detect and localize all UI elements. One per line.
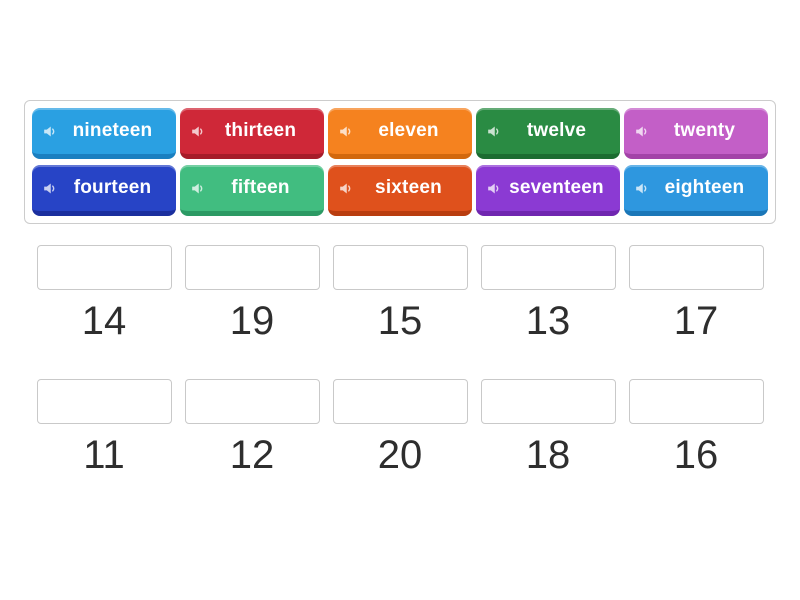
drop-slot-13[interactable]: [480, 245, 616, 290]
drop-slot-12[interactable]: [184, 379, 320, 424]
speaker-icon: [488, 183, 499, 193]
match-cell: 17: [622, 245, 770, 345]
target-number: 13: [525, 299, 571, 343]
speaker-icon: [44, 183, 55, 193]
drop-slot-17[interactable]: [628, 245, 764, 290]
word-tile-fourteen[interactable]: fourteen: [32, 165, 176, 216]
word-tile-sixteen[interactable]: sixteen: [328, 165, 472, 216]
speaker-icon: [340, 183, 351, 193]
drop-slot-15[interactable]: [332, 245, 468, 290]
target-number: 17: [673, 299, 719, 343]
drop-slot-16[interactable]: [628, 379, 764, 424]
target-number: 19: [229, 299, 275, 343]
target-number: 15: [377, 299, 423, 343]
word-tile-seventeen[interactable]: seventeen: [476, 165, 620, 216]
target-number: 12: [229, 433, 275, 477]
target-number: 20: [377, 433, 423, 477]
word-tile-label: fifteen: [231, 177, 290, 198]
word-tile-fifteen[interactable]: fifteen: [180, 165, 324, 216]
speaker-icon: [192, 183, 203, 193]
match-cell: 15: [326, 245, 474, 345]
target-number: 11: [83, 433, 125, 477]
speaker-icon: [488, 126, 499, 136]
match-cell: 14: [30, 245, 178, 345]
word-tile-label: nineteen: [72, 120, 153, 141]
word-tile-thirteen[interactable]: thirteen: [180, 108, 324, 159]
match-cell: 20: [326, 379, 474, 479]
word-tile-twenty[interactable]: twenty: [624, 108, 768, 159]
word-tile-label: fourteen: [73, 177, 152, 198]
word-tile-eighteen[interactable]: eighteen: [624, 165, 768, 216]
word-tile-label: sixteen: [375, 177, 442, 198]
answer-row-1: 14 19 15 13 17: [30, 245, 800, 345]
drop-slot-19[interactable]: [184, 245, 320, 290]
match-cell: 16: [622, 379, 770, 479]
word-tile-eleven[interactable]: eleven: [328, 108, 472, 159]
speaker-icon: [636, 183, 647, 193]
word-tile-label: eleven: [378, 120, 439, 141]
speaker-icon: [44, 126, 55, 136]
word-tile-label: twenty: [673, 120, 736, 141]
word-tile-label: seventeen: [509, 177, 604, 198]
match-cell: 11: [30, 379, 178, 479]
word-tray: nineteen thirteen eleven twelve twenty f…: [24, 100, 776, 224]
target-number: 14: [81, 299, 127, 343]
target-number: 18: [525, 433, 571, 477]
match-cell: 18: [474, 379, 622, 479]
word-tile-label: eighteen: [664, 177, 745, 198]
drop-slot-20[interactable]: [332, 379, 468, 424]
speaker-icon: [192, 126, 203, 136]
drop-slot-11[interactable]: [36, 379, 172, 424]
word-tile-label: twelve: [526, 120, 587, 141]
word-tile-twelve[interactable]: twelve: [476, 108, 620, 159]
word-tile-nineteen[interactable]: nineteen: [32, 108, 176, 159]
speaker-icon: [636, 126, 647, 136]
target-number: 16: [673, 433, 719, 477]
answer-row-2: 11 12 20 18 16: [30, 379, 800, 479]
word-tile-label: thirteen: [224, 120, 297, 141]
speaker-icon: [340, 126, 351, 136]
drop-slot-18[interactable]: [480, 379, 616, 424]
match-cell: 12: [178, 379, 326, 479]
match-cell: 19: [178, 245, 326, 345]
drop-slot-14[interactable]: [36, 245, 172, 290]
match-cell: 13: [474, 245, 622, 345]
